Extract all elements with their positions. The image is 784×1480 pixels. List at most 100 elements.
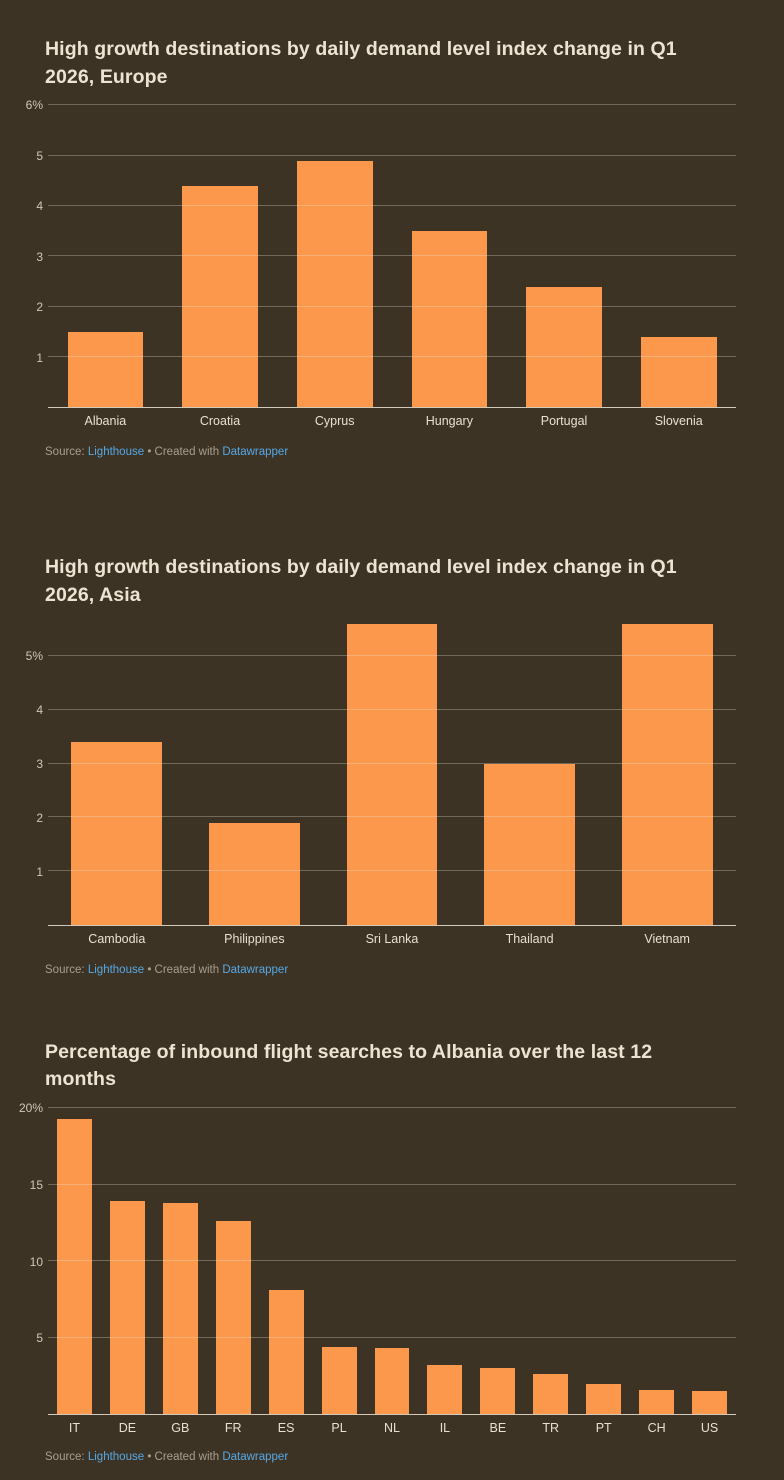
bar-slot (313, 1108, 366, 1415)
x-axis-label: Slovenia (654, 414, 703, 429)
x-axis-label: Hungary (425, 414, 473, 429)
gridline (48, 816, 736, 818)
bar-tr (533, 1374, 569, 1415)
bar-thailand (484, 763, 575, 925)
bar-slot (186, 624, 324, 925)
chart-card-europe: High growth destinations by daily demand… (0, 0, 784, 458)
x-axis-label: Sri Lanka (365, 931, 419, 946)
x-axis-label: GB (171, 1421, 190, 1436)
labels-row: Albania Croatia Cyprus Hungary Portugal Slove… (48, 414, 736, 428)
gridline (48, 305, 736, 307)
plot-area (48, 1107, 736, 1416)
gridline (48, 870, 736, 871)
plot-area (48, 623, 736, 926)
bar-fr (215, 1221, 251, 1415)
datawrapper-link[interactable]: Datawrapper (222, 446, 289, 459)
x-axis-label: Albania (84, 414, 127, 429)
x-axis-label: Vietnam (644, 931, 690, 946)
y-tick-label: 20% (18, 1101, 43, 1116)
gridline (48, 1336, 736, 1338)
bar-es (268, 1290, 304, 1415)
chart-card-albania-searches: Percentage of inbound flight searches to… (0, 1039, 784, 1463)
bar-il (427, 1365, 463, 1415)
y-tick-label: 1 (36, 350, 43, 365)
axis-gutter-spacer (0, 1421, 48, 1435)
source-line: Source: Lighthouse • Created with Datawr… (45, 1451, 744, 1463)
source-prefix: Source: (45, 446, 85, 459)
bar-slot (366, 1108, 419, 1415)
source-prefix: Source: (45, 963, 85, 976)
source-line: Source: Lighthouse • Created with Datawr… (45, 964, 744, 976)
source-middle: • Created with (147, 963, 220, 976)
source-link-lighthouse[interactable]: Lighthouse (87, 1451, 145, 1464)
chart-card-asia: High growth destinations by daily demand… (0, 554, 784, 976)
gridline (48, 1107, 736, 1109)
bar-slot (48, 1108, 101, 1415)
bars-row (48, 623, 736, 925)
chart-title-europe: High growth destinations by daily demand… (45, 38, 677, 88)
x-axis-label: NL (384, 1421, 400, 1436)
bar-slot (683, 1108, 736, 1415)
bars-row (48, 105, 736, 408)
y-tick-label: 15 (29, 1177, 43, 1192)
bar-pt (586, 1383, 622, 1415)
x-axis-label: IL (439, 1421, 451, 1436)
bar-slot (471, 1108, 524, 1415)
bar-be (480, 1368, 516, 1415)
x-axis-label: Croatia (199, 414, 241, 429)
bar-slot (260, 1108, 313, 1415)
source-link-lighthouse[interactable]: Lighthouse (87, 963, 145, 976)
source-prefix: Source: (45, 1451, 85, 1464)
bar-slot (507, 105, 622, 408)
x-axis-label: Thailand (505, 931, 554, 946)
y-tick-label: 1 (36, 864, 43, 879)
x-axis-label: TR (542, 1421, 560, 1436)
datawrapper-link[interactable]: Datawrapper (222, 963, 289, 976)
bar-pl (321, 1346, 357, 1415)
y-tick-label: 10 (29, 1254, 43, 1269)
gridline (48, 154, 736, 156)
x-axis-label: FR (224, 1421, 242, 1436)
plot-area (48, 104, 736, 409)
source-middle: • Created with (147, 1451, 220, 1464)
gridline (48, 205, 736, 207)
chart-area-albania-searches: 20% 15 10 5 (0, 1101, 784, 1416)
gridline (48, 1260, 736, 1262)
bar-slot (154, 1108, 207, 1415)
y-tick-label: 2 (36, 810, 43, 825)
labels-row: IT DE GB FR ES PL NL IL BE TR PT CH US (48, 1421, 736, 1435)
source-link-lighthouse[interactable]: Lighthouse (87, 446, 145, 459)
bar-de (109, 1201, 145, 1415)
x-axis-label: PL (331, 1421, 347, 1436)
y-axis: 6% 5 4 3 2 1 (0, 98, 48, 408)
chart-area-asia: 5% 4 3 2 1 (0, 623, 784, 926)
gridline (48, 762, 736, 764)
x-axis-label: Cyprus (314, 414, 355, 429)
y-tick-label: 2 (36, 300, 43, 315)
bar-sri-lanka (346, 623, 438, 925)
chart-title-asia: High growth destinations by daily demand… (45, 556, 677, 607)
x-axis: Cambodia Philippines Sri Lanka Thailand Viet… (0, 932, 784, 946)
bar-it (57, 1118, 92, 1415)
gridline (48, 1183, 736, 1185)
bar-portugal (526, 286, 602, 408)
x-axis-label: US (700, 1421, 719, 1436)
bar-slot (630, 1108, 683, 1415)
x-axis-label: PT (595, 1421, 612, 1436)
datawrapper-link[interactable]: Datawrapper (222, 1451, 289, 1464)
bar-slot (48, 624, 186, 925)
x-axis: Albania Croatia Cyprus Hungary Portugal Slove… (0, 414, 784, 428)
gridline (48, 104, 736, 106)
bar-slot (101, 1108, 154, 1415)
gridline (48, 708, 736, 710)
bar-ch (639, 1389, 675, 1415)
bar-slot (577, 1108, 630, 1415)
chart-area-europe: 6% 5 4 3 2 1 (0, 98, 784, 409)
gridline (48, 356, 736, 358)
bar-slot (598, 623, 736, 925)
x-axis-label: IT (68, 1421, 81, 1436)
bar-nl (374, 1348, 410, 1415)
x-axis-label: CH (647, 1421, 666, 1436)
bar-slot (524, 1108, 577, 1415)
bar-slot (418, 1108, 471, 1415)
